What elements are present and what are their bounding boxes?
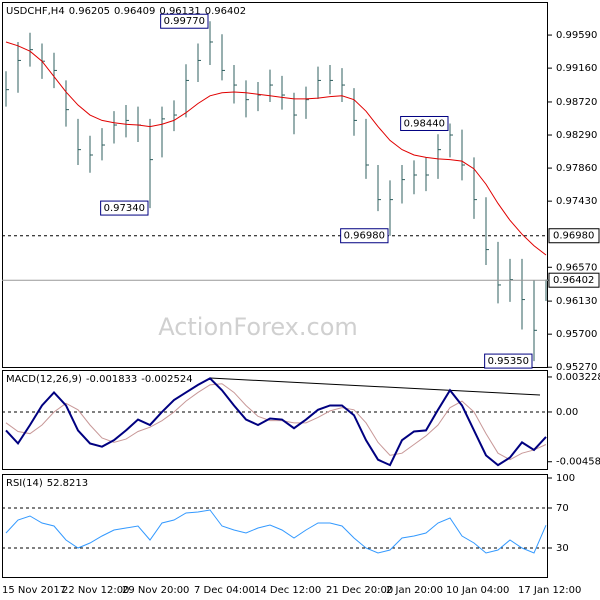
signal-value: -0.002524 bbox=[141, 374, 192, 385]
annotation-box bbox=[484, 353, 533, 369]
rsi-line bbox=[5, 509, 547, 554]
level-label-box bbox=[548, 228, 600, 244]
macd-panel bbox=[2, 370, 548, 470]
y-tick-label: 0.99160 bbox=[556, 63, 597, 74]
y-tick-label: 0.95700 bbox=[556, 329, 597, 340]
macd-line bbox=[5, 377, 547, 467]
price-header: USDCHF,H4 0.96205 0.96409 0.96131 0.96402 bbox=[6, 6, 246, 17]
x-tick-label: 22 Nov 12:00 bbox=[62, 585, 129, 596]
open-value: 0.96205 bbox=[69, 6, 110, 17]
annotation-label: 0.99770 bbox=[164, 16, 205, 27]
rsi-value: 52.8213 bbox=[47, 478, 88, 489]
y-tick-label: 0.00 bbox=[556, 407, 578, 418]
annotation-box bbox=[160, 13, 209, 29]
high-value: 0.96409 bbox=[114, 6, 155, 17]
x-tick-label: 2 Jan 20:00 bbox=[386, 585, 443, 596]
annotation-label: 0.95350 bbox=[488, 356, 529, 367]
level-label: 0.96980 bbox=[553, 231, 594, 242]
y-tick-label: 30 bbox=[556, 543, 569, 554]
rsi-header: RSI(14) 52.8213 bbox=[6, 478, 88, 489]
last-price-box bbox=[548, 272, 600, 288]
y-tick-label: 0.97860 bbox=[556, 163, 597, 174]
y-tick-label: 0.97430 bbox=[556, 196, 597, 207]
annotation-box bbox=[400, 115, 449, 131]
close-value: 0.96402 bbox=[205, 6, 246, 17]
watermark: ActionForex.com bbox=[158, 313, 358, 341]
annotation-box bbox=[100, 200, 149, 216]
y-tick-label: 0.003228 bbox=[556, 372, 600, 383]
rsi-title: RSI(14) bbox=[6, 478, 43, 489]
macd-title: MACD(12,26,9) bbox=[6, 374, 82, 385]
moving-average bbox=[5, 41, 547, 256]
macd-trendline bbox=[209, 377, 541, 396]
x-tick-label: 15 Nov 2017 bbox=[2, 585, 66, 596]
y-tick-label: 0.99590 bbox=[556, 30, 597, 41]
y-tick-label: 0.96130 bbox=[556, 296, 597, 307]
x-tick-label: 7 Dec 04:00 bbox=[194, 585, 255, 596]
x-tick-label: 14 Dec 12:00 bbox=[254, 585, 321, 596]
y-tick-label: 70 bbox=[556, 503, 569, 514]
annotation-label: 0.97340 bbox=[104, 203, 145, 214]
macd-value: -0.001833 bbox=[86, 374, 137, 385]
annotation-label: 0.96980 bbox=[344, 231, 385, 242]
y-tick-label: 100 bbox=[556, 473, 575, 484]
y-tick-label: 0.96570 bbox=[556, 262, 597, 273]
x-tick-label: 10 Jan 04:00 bbox=[446, 585, 509, 596]
rsi-panel bbox=[2, 474, 548, 578]
annotation-box bbox=[340, 228, 389, 244]
price-panel bbox=[2, 2, 548, 368]
symbol: USDCHF,H4 bbox=[6, 6, 65, 17]
low-value: 0.96131 bbox=[159, 6, 200, 17]
x-tick-label: 21 Dec 20:00 bbox=[326, 585, 393, 596]
y-tick-label: 0.98290 bbox=[556, 130, 597, 141]
y-tick-label: 0.98720 bbox=[556, 97, 597, 108]
x-tick-label: 17 Jan 12:00 bbox=[518, 585, 581, 596]
last-price-label: 0.96402 bbox=[553, 275, 594, 286]
macd-header: MACD(12,26,9) -0.001833 -0.002524 bbox=[6, 374, 193, 385]
x-tick-label: 29 Nov 20:00 bbox=[122, 585, 189, 596]
signal-line bbox=[5, 383, 547, 461]
annotation-label: 0.98440 bbox=[404, 118, 445, 129]
y-tick-label: 0.95270 bbox=[556, 362, 597, 373]
y-tick-label: -0.004588 bbox=[556, 457, 600, 468]
